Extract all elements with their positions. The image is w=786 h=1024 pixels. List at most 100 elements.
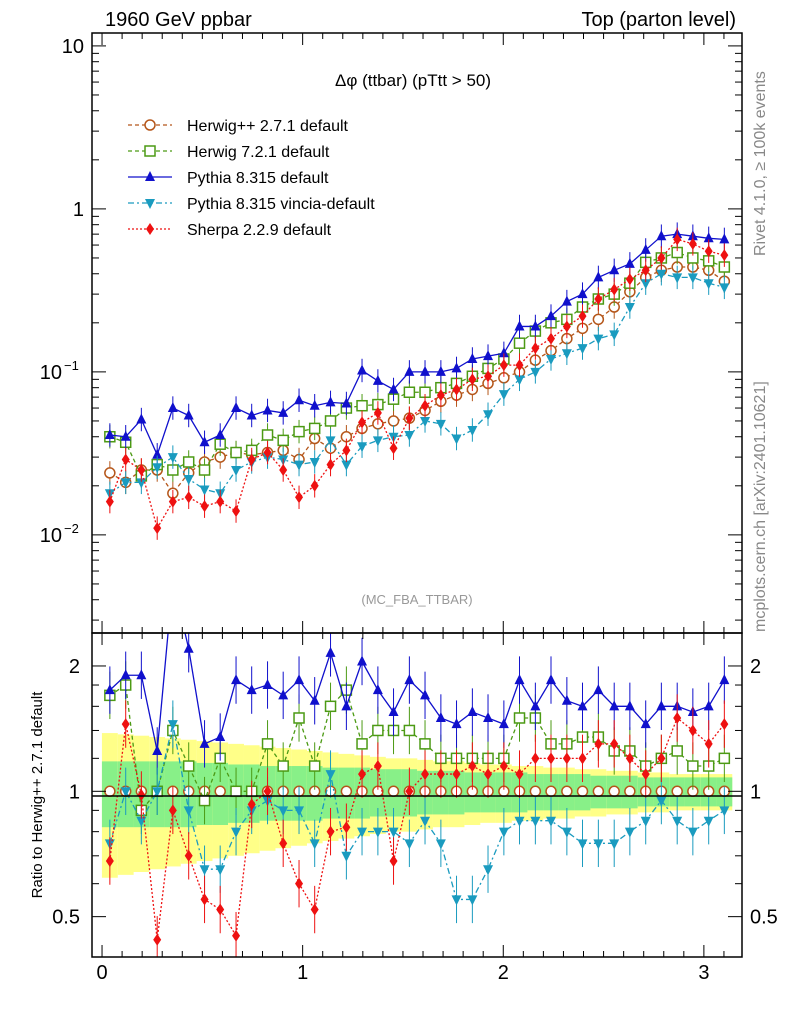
data-point [483,350,494,361]
data-point [546,310,557,321]
data-point [372,374,383,385]
ratio-point [594,737,603,750]
ratio-point [688,724,697,737]
ratio-point [421,768,430,781]
data-point [704,245,713,258]
ratio-point [168,804,177,817]
data-point [372,436,383,447]
ratio-point [703,700,714,711]
data-point [672,273,683,284]
ratio-point [718,752,731,765]
ratio-point [294,806,305,817]
ratio-point [356,738,368,750]
legend-label: Herwig 7.2.1 default [187,144,330,161]
ratio-point [294,674,305,685]
data-point [182,456,195,468]
data-point [625,273,634,286]
data-point [356,399,368,412]
data-point [499,359,508,372]
ratio-point [104,785,116,798]
ratio-point [358,768,367,781]
x-tick-label: 2 [498,962,509,984]
ratio-point [610,737,619,750]
ratio-point [341,851,352,862]
ratio-line [109,683,725,812]
ratio-point [687,760,699,772]
series-layer [104,222,731,957]
legend-label: Pythia 8.315 default [187,170,329,187]
ratio-point [562,752,571,765]
data-point [435,419,446,430]
ratio-point [153,933,162,946]
ratio-point [246,684,257,695]
ratio-point [324,700,337,713]
ratio-point [608,785,620,798]
chart-watermark: (MC_FBA_TTBAR) [361,592,472,607]
ratio-point [279,837,288,850]
data-point [530,367,541,378]
series-line [109,238,725,530]
data-point [324,415,337,427]
ratio-point [624,785,636,798]
ratio-point [120,787,131,798]
legend-label: Sherpa 2.2.9 default [187,222,332,239]
ratio-point [388,827,399,838]
ratio-point [215,865,226,876]
legend-marker [144,119,156,131]
ratio-point [231,827,242,838]
ratio-y-tick-label-right: 1 [750,781,761,803]
ratio-point [295,877,304,890]
ratio-point [640,718,651,729]
data-point [546,354,557,365]
data-point [325,436,336,447]
ratio-point [357,827,368,838]
ratio-point [514,674,525,685]
data-point [468,373,477,386]
ratio-point [152,787,163,798]
data-point [387,415,400,427]
legend: Herwig++ 2.7.1 default Herwig 7.2.1 defau… [128,118,375,239]
data-point [198,464,211,476]
data-point [561,349,572,360]
data-point [640,279,651,290]
legend-entry-vincia: Pythia 8.315 vincia-default [128,196,375,213]
y-tick-label: 1 [73,199,84,221]
ratio-point [341,700,352,711]
ratio-point [719,806,730,817]
data-point [341,460,352,471]
data-point [104,467,116,479]
ratio-point [484,768,493,781]
data-point [105,495,114,508]
ratio-point [657,752,666,765]
ratio-point [387,785,400,798]
ratio-point [136,816,147,827]
legend-marker [145,199,155,209]
ratio-point [499,760,508,773]
data-point [309,399,320,410]
data-point [609,330,620,341]
data-point [577,344,588,355]
data-point [262,404,273,415]
ratio-point [561,827,572,838]
ratio-point [704,737,713,750]
ratio-point [451,718,462,729]
ratio-point [513,712,526,724]
series-herwig_pp [104,255,731,505]
data-point [325,396,336,407]
ratio-point [671,745,683,757]
data-point [342,444,351,457]
ratio-point [404,674,415,685]
data-point [673,233,682,246]
data-point [451,362,462,373]
ratio-point [593,684,604,695]
data-point [167,402,178,413]
data-point [656,230,667,241]
data-point [231,402,242,413]
ratio-point [263,785,272,798]
data-point [120,430,131,441]
ratio-point [672,816,683,827]
data-point [719,283,730,294]
data-point [562,320,571,333]
ratio-point [687,827,698,838]
